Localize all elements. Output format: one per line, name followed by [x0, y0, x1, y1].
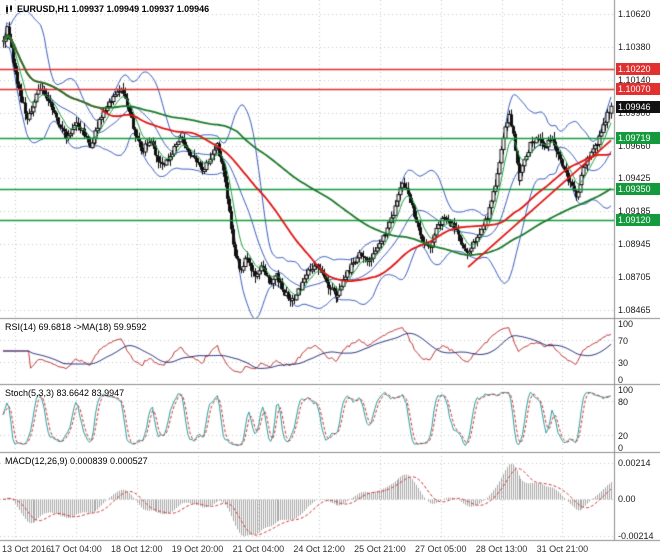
current-price-tag[interactable]: 1.09946: [616, 100, 660, 113]
price-axis-tick: 1.08465: [618, 305, 651, 316]
chart-title: EURUSD,H1 1.09937 1.09949 1.09937 1.0994…: [5, 4, 209, 14]
time-axis-label: 19 Oct 20:00: [171, 544, 224, 554]
stoch-axis-tick: 20: [618, 431, 629, 442]
price-level-tag[interactable]: 1.09120: [616, 214, 660, 227]
time-axis-label: 27 Oct 05:00: [414, 544, 467, 554]
time-axis-label: 21 Oct 04:00: [232, 544, 285, 554]
rsi-indicator-title: RSI(14) 69.6818 ->MA(18) 59.9592: [5, 322, 147, 332]
time-axis-label: 13 Oct 2016: [2, 544, 52, 554]
price-axis-tick: 1.09185: [618, 206, 651, 217]
price-axis-tick: 1.08705: [618, 272, 651, 283]
macd-axis-tick: 0.00: [618, 494, 636, 505]
price-level-tag[interactable]: 1.10070: [616, 83, 660, 96]
price-axis-tick: 1.10380: [618, 41, 651, 52]
stoch-axis-tick: 0: [618, 443, 624, 453]
chart-title-text: EURUSD,H1 1.09937 1.09949 1.09937 1.0994…: [17, 4, 210, 14]
stoch-axis-tick: 100: [618, 385, 634, 395]
rsi-axis-tick: 0: [618, 375, 624, 385]
price-axis-tick: 1.09900: [618, 107, 651, 118]
time-scale[interactable]: 13 Oct 2016 17 Oct 04:00 18 Oct 12:00 19 Oc…: [0, 540, 616, 560]
price-axis-tick: 1.08945: [618, 239, 651, 250]
price-level-tag[interactable]: 1.09719: [616, 131, 660, 144]
time-axis-label: 24 Oct 12:00: [293, 544, 345, 554]
time-axis-label: 28 Oct 13:00: [475, 544, 528, 554]
price-axis-tick: 1.10140: [618, 74, 651, 85]
price-axis-tick: 1.09425: [618, 173, 651, 184]
price-scale[interactable]: 1.10620 1.10380 1.10140 1.09900 1.09660 1.094…: [616, 0, 660, 541]
rsi-axis-tick: 30: [618, 358, 629, 369]
time-axis-label: 17 Oct 04:00: [50, 544, 102, 554]
macd-axis-tick: 0.00214: [618, 458, 651, 469]
macd-indicator-title: MACD(12,26,9) 0.000839 0.000527: [5, 456, 148, 466]
rsi-axis-tick: 70: [618, 335, 629, 346]
time-axis-label: 25 Oct 21:00: [354, 544, 406, 554]
candlestick-icon: [6, 4, 12, 14]
macd-axis-tick: -0.00214: [618, 530, 654, 541]
time-axis-label: 31 Oct 21:00: [536, 544, 589, 554]
rsi-axis-tick: 100: [618, 319, 634, 329]
price-axis-tick: 1.09660: [618, 140, 651, 151]
time-axis-label: 18 Oct 12:00: [110, 544, 163, 554]
stoch-axis-tick: 80: [618, 396, 629, 407]
price-level-tag[interactable]: 1.10220: [616, 62, 660, 75]
stoch-indicator-title: Stoch(5,3,3) 83.6642 83.9947: [5, 388, 125, 398]
price-axis-tick: 1.10620: [618, 8, 651, 19]
price-level-tag[interactable]: 1.09350: [616, 182, 660, 195]
